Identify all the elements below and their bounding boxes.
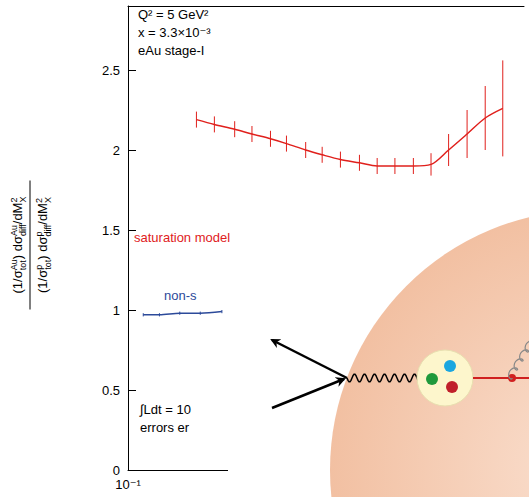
svg-text:(1/σAutot) dσAudiff/dM2X: (1/σAutot) dσAudiff/dM2X: [9, 197, 28, 294]
svg-text:x = 3.3×10⁻³: x = 3.3×10⁻³: [138, 25, 211, 40]
svg-text:∫Ldt = 10: ∫Ldt = 10: [139, 402, 191, 417]
svg-text:eAu stage-I: eAu stage-I: [138, 43, 205, 58]
svg-text:saturation model: saturation model: [134, 230, 230, 245]
svg-text:(1/σptot) dσpdiff/dM2X: (1/σptot) dσpdiff/dM2X: [34, 197, 53, 293]
svg-text:1.5: 1.5: [102, 223, 120, 238]
svg-text:2: 2: [113, 143, 120, 158]
svg-text:errors er: errors er: [140, 420, 190, 435]
svg-text:0.5: 0.5: [102, 383, 120, 398]
svg-text:1: 1: [113, 303, 120, 318]
svg-text:non-s: non-s: [164, 288, 197, 303]
svg-text:10⁻¹: 10⁻¹: [115, 477, 141, 492]
svg-text:Q² = 5 GeV²: Q² = 5 GeV²: [138, 7, 209, 22]
svg-text:2.5: 2.5: [102, 63, 120, 78]
svg-text:0: 0: [113, 463, 120, 478]
